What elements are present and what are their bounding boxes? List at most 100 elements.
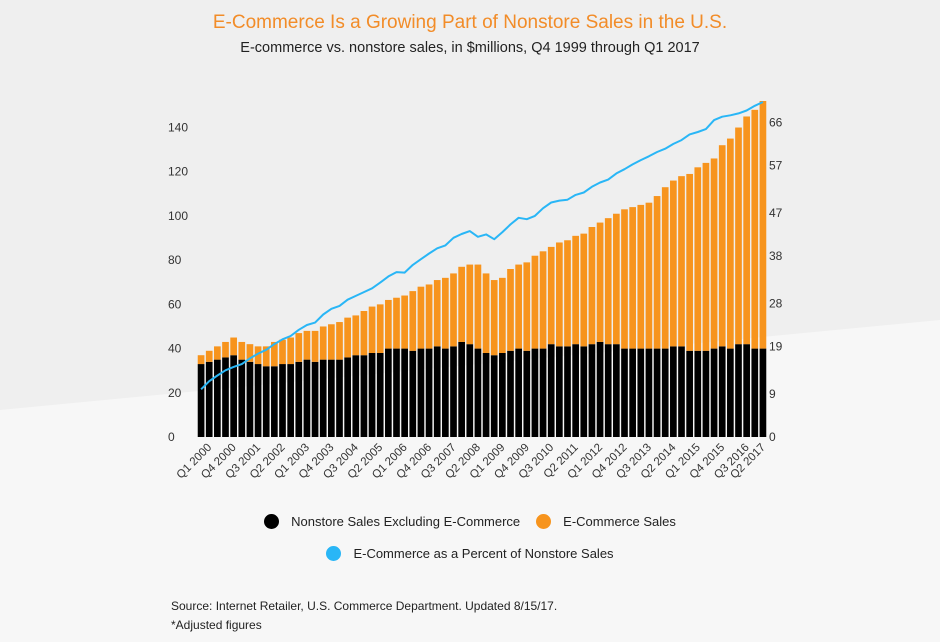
bar-ecommerce (385, 299, 392, 349)
bar-ecommerce (287, 337, 294, 365)
source-note: Source: Internet Retailer, U.S. Commerce… (171, 599, 558, 613)
legend-swatch-ecommerce (536, 514, 552, 529)
bar-nonstore (458, 341, 465, 437)
legend-item-percent: E-Commerce as a Percent of Nonstore Sale… (326, 546, 614, 561)
bar-nonstore (474, 348, 482, 437)
bar-nonstore (645, 348, 653, 437)
bar-nonstore (466, 344, 474, 437)
bar-nonstore (604, 344, 612, 437)
right-axis-tick-label: 57 (769, 158, 783, 172)
bar-ecommerce (230, 337, 237, 356)
bar-nonstore (727, 348, 734, 437)
bar-ecommerce (474, 264, 482, 349)
bar-ecommerce (425, 284, 433, 349)
bar-ecommerce (319, 326, 327, 360)
bar-nonstore (385, 348, 392, 437)
left-axis-tick-label: 0 (168, 430, 175, 444)
bar-nonstore (694, 350, 702, 437)
bar-nonstore (507, 350, 514, 437)
bar-nonstore (539, 348, 547, 437)
legend-label-ecommerce: E-Commerce Sales (563, 514, 676, 529)
bar-nonstore (352, 355, 360, 437)
bar-nonstore (246, 361, 254, 437)
bar-ecommerce (368, 306, 376, 353)
bar-ecommerce (442, 277, 449, 349)
bar-nonstore (637, 348, 645, 437)
bar-nonstore (311, 361, 319, 437)
bar-ecommerce (718, 145, 726, 347)
bar-nonstore (523, 350, 531, 437)
bar-ecommerce (482, 273, 490, 353)
bar-nonstore (735, 344, 742, 437)
bar-nonstore (287, 364, 294, 437)
bar-ecommerce (222, 341, 229, 358)
bar-nonstore (303, 359, 311, 437)
bar-ecommerce (613, 213, 620, 345)
bar-nonstore (613, 344, 620, 437)
right-axis-tick-label: 28 (769, 297, 783, 311)
bar-nonstore (702, 350, 710, 437)
bar-nonstore (442, 348, 449, 437)
bar-nonstore (556, 346, 563, 437)
bar-nonstore (328, 359, 335, 437)
bar-nonstore (214, 359, 221, 437)
bar-nonstore (409, 350, 417, 437)
right-axis-tick-label: 0 (769, 430, 776, 444)
bar-ecommerce (279, 339, 286, 365)
bar-nonstore (262, 366, 270, 437)
bar-ecommerce (433, 280, 441, 347)
bar-ecommerce (336, 322, 343, 360)
bar-ecommerce (205, 350, 213, 362)
bar-ecommerce (246, 344, 254, 362)
bar-ecommerce (604, 218, 612, 345)
bar-nonstore (743, 344, 750, 437)
bar-nonstore (588, 344, 596, 437)
legend-item-ecommerce: E-Commerce Sales (536, 514, 676, 529)
bar-ecommerce (523, 262, 531, 351)
right-axis-tick-label: 19 (769, 339, 783, 353)
bar-nonstore (621, 348, 628, 437)
left-axis-tick-label: 100 (168, 209, 188, 223)
bar-nonstore (670, 346, 677, 437)
right-axis-tick-label: 47 (769, 206, 783, 220)
bar-nonstore (482, 353, 490, 437)
legend-item-nonstore: Nonstore Sales Excluding E-Commerce (264, 514, 520, 529)
bar-nonstore (653, 348, 661, 437)
bar-ecommerce (417, 286, 425, 349)
bar-nonstore (596, 341, 604, 437)
bar-nonstore (450, 346, 457, 437)
bar-ecommerce (393, 297, 400, 349)
bar-nonstore (319, 359, 327, 437)
bar-ecommerce (262, 346, 270, 367)
right-axis-tick-label: 9 (769, 387, 776, 401)
bar-nonstore (417, 348, 425, 437)
bar-nonstore (238, 359, 246, 437)
bar-nonstore (230, 355, 237, 437)
bar-nonstore (295, 361, 303, 437)
bar-nonstore (678, 346, 685, 437)
left-axis-tick-label: 20 (168, 386, 182, 400)
bar-ecommerce (686, 173, 693, 351)
bar-nonstore (531, 348, 539, 437)
legend-swatch-nonstore (264, 514, 280, 529)
bar-nonstore (279, 364, 286, 437)
bar-nonstore (197, 364, 205, 437)
bar-ecommerce (499, 277, 506, 353)
bar-ecommerce (515, 264, 522, 349)
bar-ecommerce (621, 209, 628, 349)
bar-ecommerce (564, 240, 571, 347)
legend-row-1: Nonstore Sales Excluding E-Commerce E-Co… (0, 514, 940, 529)
bar-ecommerce (556, 242, 563, 347)
bar-ecommerce (653, 196, 661, 349)
bar-ecommerce (490, 280, 498, 356)
bar-ecommerce (531, 255, 539, 349)
bar-ecommerce (197, 355, 205, 365)
bar-ecommerce (694, 167, 702, 351)
bar-ecommerce (458, 266, 465, 342)
bar-ecommerce (376, 304, 384, 353)
bar-nonstore (580, 346, 588, 437)
bar-ecommerce (466, 264, 474, 345)
bar-ecommerce (295, 333, 303, 362)
left-axis-tick-label: 140 (168, 121, 188, 135)
right-axis-tick-label: 38 (769, 249, 783, 263)
